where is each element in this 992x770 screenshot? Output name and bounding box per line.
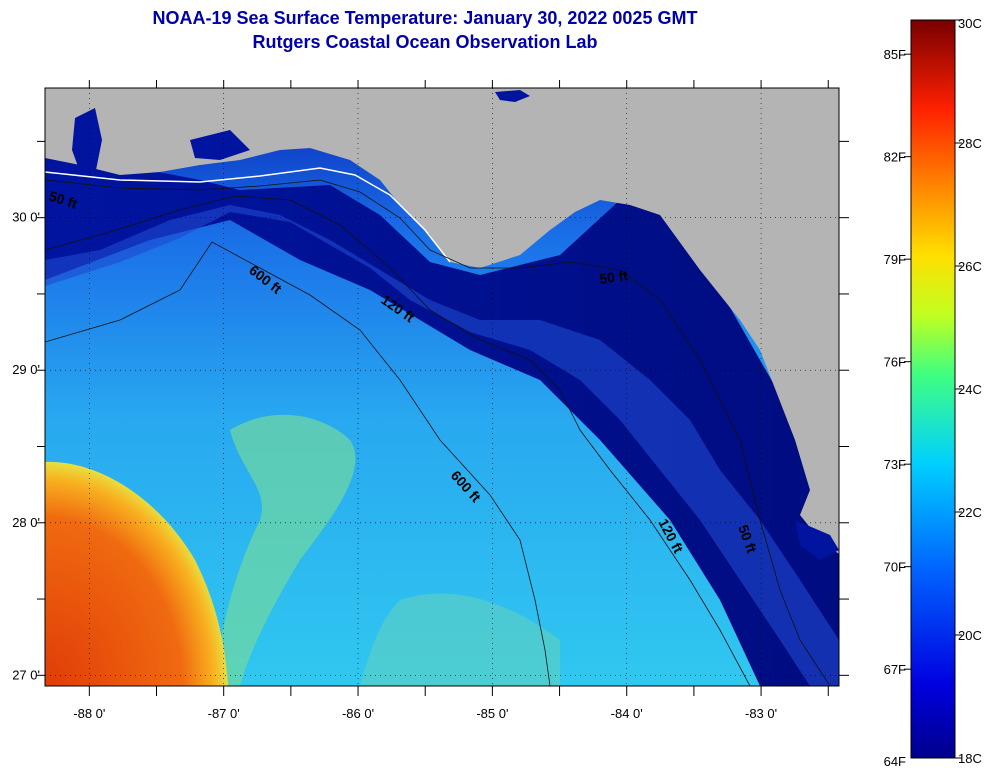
filament-water (215, 414, 356, 686)
pensacola-bay (190, 130, 250, 160)
longitude-tick-label: -85 0' (476, 706, 508, 721)
fahrenheit-tick-label: 67F (884, 662, 906, 677)
longitude-tick-label: -83 0' (745, 706, 777, 721)
axis-ticks: -88 0' -87 0' -86 0' -85 0' -84 0' -83 0' 30 0… (12, 80, 849, 721)
mobile-bay (72, 108, 102, 172)
latitude-tick-label: 28 0' (12, 515, 40, 530)
contour-120ft (44, 195, 751, 687)
shelf-edge-water (45, 205, 839, 686)
contour-50ft (44, 179, 831, 687)
celsius-tick-label: 24C (958, 382, 982, 397)
fahrenheit-tick-label: 73F (884, 457, 906, 472)
celsius-tick-label: 18C (958, 751, 982, 766)
latitude-tick-label: 27 0' (12, 667, 40, 682)
celsius-tick-label: 28C (958, 136, 982, 151)
bathymetry-contours (44, 179, 831, 687)
longitude-tick-label: -84 0' (611, 706, 643, 721)
shelf-water (45, 150, 839, 686)
tampa-bay (795, 520, 839, 560)
colorbar-gradient (910, 19, 956, 759)
map-frame (44, 87, 840, 687)
map-body (45, 88, 839, 686)
fahrenheit-tick-label: 70F (884, 560, 906, 575)
fahrenheit-tick-label: 64F (884, 754, 906, 769)
south-warm-patch (360, 593, 560, 686)
map-subtitle: Rutgers Coastal Ocean Observation Lab (252, 32, 598, 52)
fahrenheit-tick-label: 76F (884, 355, 906, 370)
loop-current-warm-water (45, 461, 228, 686)
land-mass (45, 88, 839, 554)
celsius-tick-label: 20C (958, 628, 982, 643)
map-title: NOAA-19 Sea Surface Temperature: January… (152, 8, 698, 28)
fahrenheit-tick-label: 79F (884, 252, 906, 267)
contour-label: 50 ft (598, 267, 629, 287)
longitude-tick-label: -87 0' (208, 706, 240, 721)
latitude-tick-label: 29 0' (12, 362, 40, 377)
longitude-tick-label: -88 0' (73, 706, 105, 721)
celsius-tick-label: 26C (958, 259, 982, 274)
celsius-tick-label: 22C (958, 505, 982, 520)
latitude-tick-label: 30 0' (12, 210, 40, 225)
contour-600ft (44, 241, 551, 687)
celsius-tick-label: 30C (958, 16, 982, 31)
longitude-tick-label: -86 0' (342, 706, 374, 721)
coastline (45, 167, 451, 263)
fahrenheit-tick-label: 82F (884, 150, 906, 165)
inland-lake (495, 90, 530, 102)
fahrenheit-tick-label: 85F (884, 47, 906, 62)
